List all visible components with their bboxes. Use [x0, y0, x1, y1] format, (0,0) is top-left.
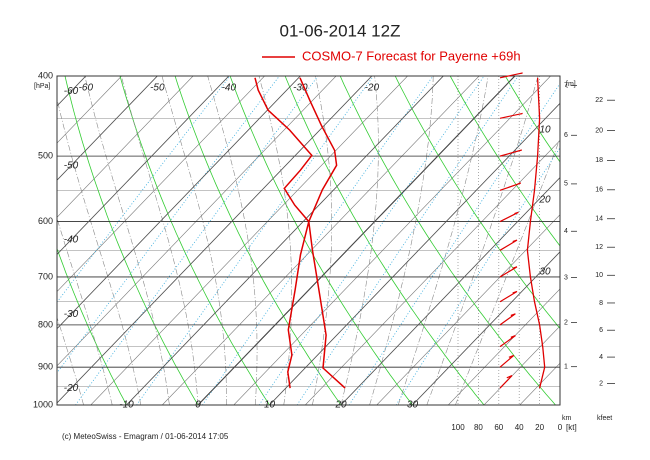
wind-barb [499, 375, 513, 389]
isotherm [305, 140, 560, 405]
isotherm-label: -10 [119, 400, 134, 411]
isotherm-label: 10 [264, 400, 276, 411]
wind-barb [499, 313, 516, 326]
kfeet-tick-label: 12 [595, 244, 603, 251]
isotherm-label: -30 [64, 309, 79, 320]
isotherm [90, 76, 408, 405]
wind-tick-label: 20 [535, 423, 544, 432]
wind-barb [499, 182, 521, 191]
y-tick-label: 1000 [33, 399, 53, 409]
isotherm [448, 288, 560, 405]
y-tick-label: 500 [38, 150, 53, 160]
isotherm-label: 30 [407, 400, 419, 411]
wind-annotation: 20 [538, 195, 551, 206]
chart-title: 01-06-2014 12Z [280, 21, 401, 40]
wind-barb [499, 354, 515, 368]
kfeet-tick-label: 18 [595, 157, 603, 164]
isotherm [233, 76, 551, 405]
isotherm-tick [57, 76, 158, 181]
isotherm-label: -30 [293, 83, 308, 94]
wind-barb [499, 149, 522, 157]
wind-tick-label: 40 [515, 423, 524, 432]
isotherm-label: -40 [222, 83, 237, 94]
kfeet-tick-label: 8 [599, 300, 603, 307]
km-tick-label: 7 [564, 82, 568, 89]
y-tick-label: 900 [38, 362, 53, 372]
kfeet-tick-label: 4 [599, 354, 603, 361]
km-label: km [562, 415, 572, 422]
isotherm-label: -50 [64, 160, 79, 171]
wind-unit: [kt] [566, 423, 577, 432]
km-tick-label: 5 [564, 181, 568, 188]
profile-line [299, 77, 346, 389]
isotherm-tick [340, 177, 560, 405]
wind-barb [499, 290, 518, 303]
isotherm-tick [197, 76, 516, 405]
km-tick-label: 4 [564, 228, 568, 235]
wind-tick-label: 80 [474, 423, 483, 432]
isotherm-label: -20 [365, 83, 380, 94]
y-axis-unit: [hPa] [34, 83, 50, 90]
wind-speed-line [526, 77, 546, 389]
wind-tick-label: 100 [451, 423, 465, 432]
wind-barb [499, 266, 518, 278]
isotherm [162, 76, 480, 405]
wind-barb [499, 72, 523, 79]
kfeet-tick-label: 6 [599, 327, 603, 334]
wind-barb [499, 112, 523, 119]
kfeet-tick-label: 22 [595, 97, 603, 104]
isotherm-label: 20 [334, 400, 347, 411]
kfeet-tick-label: 20 [595, 127, 603, 134]
km-tick-label: 6 [564, 132, 568, 139]
legend-label: COSMO-7 Forecast for Payerne +69h [302, 48, 521, 63]
isotherm [57, 76, 122, 144]
kfeet-tick-label: 2 [599, 380, 603, 387]
wind-annotation: 10 [539, 125, 551, 136]
wind-tick-label: 0 [558, 423, 563, 432]
isotherm-label: -60 [64, 86, 79, 97]
wind-barb [499, 335, 516, 348]
km-tick-label: 2 [564, 319, 568, 326]
isotherm [483, 325, 560, 405]
wind-barb [499, 211, 519, 223]
isotherm-label: -60 [79, 83, 94, 94]
y-tick-label: 800 [38, 319, 53, 329]
height-unit: [m] [566, 81, 576, 88]
isotherm [57, 76, 337, 367]
isotherm-tick [57, 76, 230, 256]
isotherm-tick [126, 76, 444, 405]
km-tick-label: 1 [564, 364, 568, 371]
footer: (c) MeteoSwiss - Emagram / 01-06-2014 17… [62, 432, 229, 441]
isotherm-tick [57, 76, 373, 404]
kfeet-tick-label: 16 [595, 187, 603, 194]
y-tick-label: 400 [38, 70, 53, 80]
isotherm-label: -50 [150, 83, 165, 94]
y-tick-label: 700 [38, 271, 53, 281]
plot-frame [56, 75, 561, 406]
km-tick-label: 3 [564, 274, 568, 281]
isotherm [57, 76, 265, 292]
y-tick-label: 600 [38, 216, 53, 226]
isotherm-label: -40 [64, 235, 79, 246]
isotherm-label: -20 [64, 383, 79, 394]
wind-annotation: 30 [539, 267, 551, 278]
kfeet-tick-label: 14 [595, 216, 603, 223]
isotherm [376, 214, 560, 405]
wind-tick-label: 60 [494, 423, 503, 432]
isotherm-tick [57, 76, 301, 330]
isotherm [57, 76, 194, 218]
wind-barb [499, 239, 518, 251]
isotherm-tick [412, 251, 560, 405]
grid-layer [57, 76, 560, 405]
isotherm-tick [269, 102, 560, 405]
kfeet-tick-label: 10 [595, 272, 603, 279]
isotherm-label: 0 [195, 400, 201, 411]
kfeet-label: kfeet [597, 415, 612, 422]
profile-line [254, 77, 313, 389]
